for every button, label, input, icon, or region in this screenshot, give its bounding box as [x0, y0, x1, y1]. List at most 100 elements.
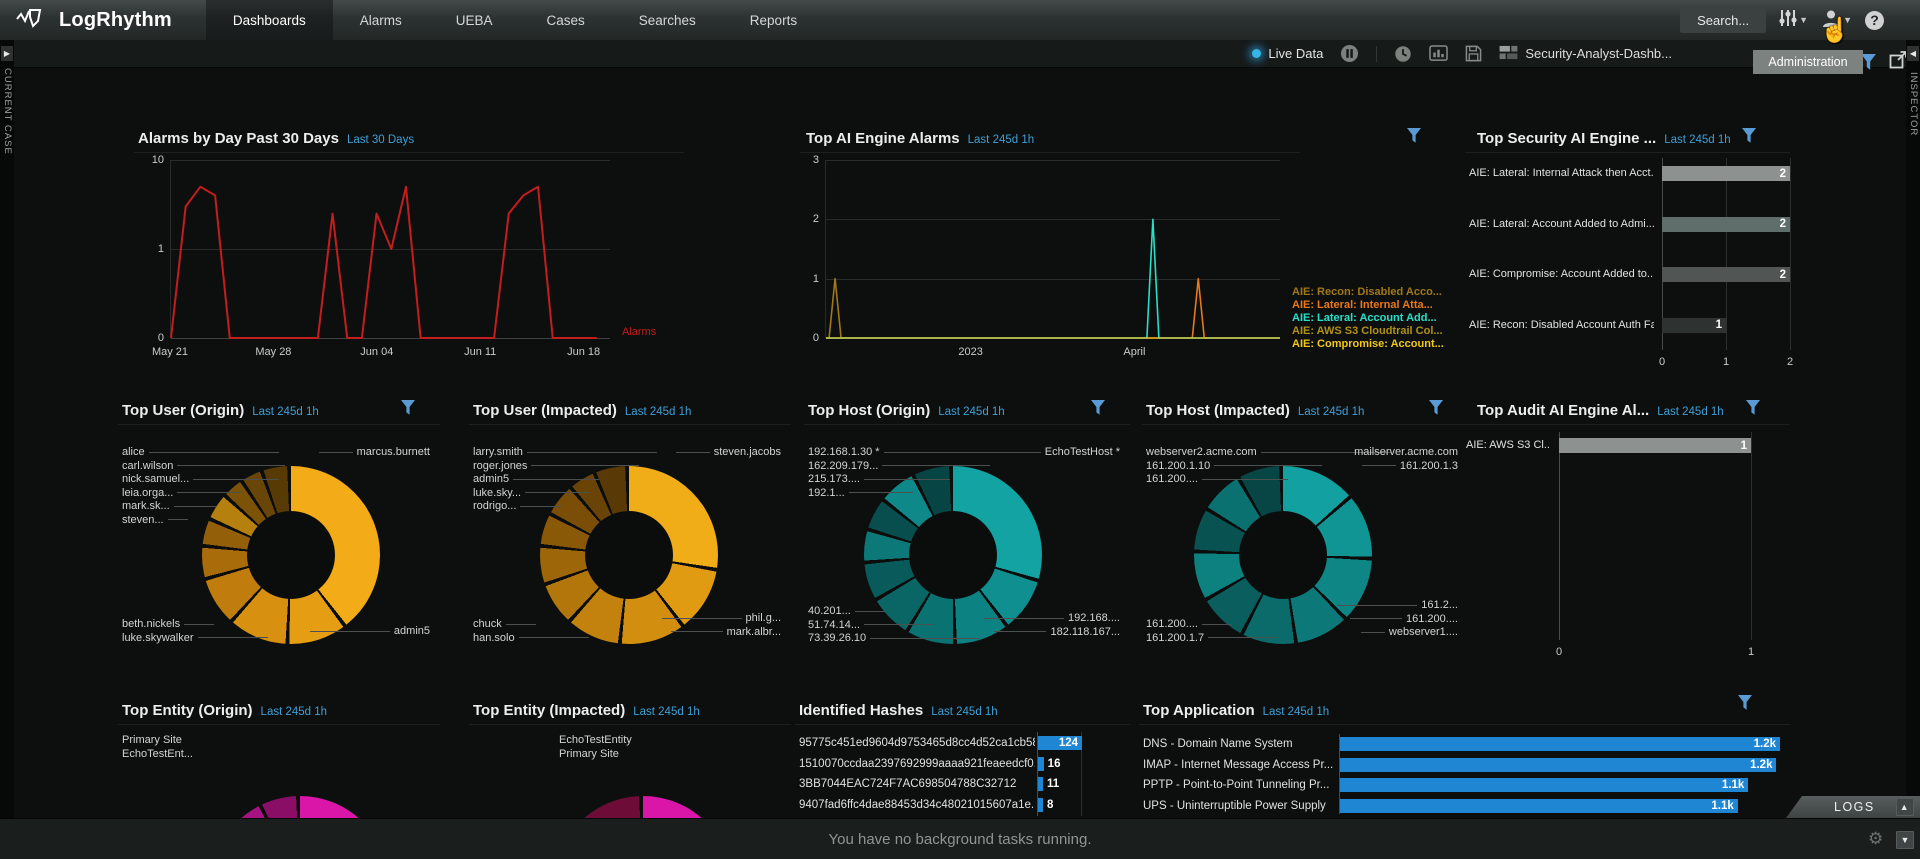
donut-label[interactable]: luke.skywalker	[122, 632, 272, 644]
legend-item[interactable]: AIE: Recon: Disabled Acco...	[1292, 286, 1442, 298]
donut-label[interactable]: 51.74.14...	[808, 619, 984, 631]
expand-right-icon[interactable]: ▶	[1, 46, 13, 61]
donut-chart[interactable]	[554, 796, 732, 818]
bar[interactable]: 8	[1038, 798, 1053, 813]
donut-label[interactable]: EchoTestEnt...	[122, 748, 201, 760]
donut-label[interactable]: mark.albr...	[667, 626, 781, 638]
filter-icon[interactable]	[1741, 127, 1757, 149]
dashboard-selector[interactable]: Security-Analyst-Dashb...	[1499, 45, 1672, 63]
panel-top-security-ai-engine[interactable]: Top Security AI Engine ... Last 245d 1h …	[1465, 118, 1793, 386]
collapse-logs-button[interactable]: ▼	[1896, 831, 1914, 849]
legend-item[interactable]: AIE: Lateral: Account Add...	[1292, 312, 1437, 324]
bar[interactable]: 16	[1038, 756, 1060, 771]
global-filter-icon[interactable]	[1860, 53, 1877, 76]
tab-dashboards[interactable]: Dashboards	[205, 0, 333, 40]
donut-label[interactable]: steven.jacobs	[672, 446, 781, 458]
filter-icon[interactable]	[1745, 399, 1761, 421]
ai-engine-line-chart[interactable]	[825, 160, 1280, 339]
panel-top-host-impacted[interactable]: Top Host (Impacted) Last 245d 1h webserver…	[1128, 390, 1468, 668]
donut-label[interactable]: 161.200....	[1146, 473, 1395, 485]
current-case-strip[interactable]: ▶ CURRENT CASE	[0, 40, 14, 818]
panel-identified-hashes[interactable]: Identified Hashes Last 245d 1h 95775c451…	[795, 690, 1130, 818]
bar[interactable]: 1.1k	[1340, 778, 1780, 792]
donut-label[interactable]: 182.118.167...	[990, 626, 1120, 638]
bar[interactable]: 1	[1559, 438, 1751, 453]
donut-label[interactable]: webserver1....	[1357, 626, 1458, 638]
donut-label[interactable]: 73.39.26.10	[808, 632, 984, 644]
panel-top-ai-engine-alarms[interactable]: Top AI Engine Alarms Last 245d 1h AIE: R…	[700, 118, 1460, 386]
tab-ueba[interactable]: UEBA	[455, 12, 493, 28]
donut-label[interactable]: steven...	[122, 514, 289, 526]
user-menu[interactable]: ▼	[1821, 8, 1852, 33]
donut-label[interactable]: Primary Site	[559, 748, 640, 760]
donut-label[interactable]: larry.smith	[473, 446, 661, 458]
add-widget-button[interactable]	[1429, 45, 1449, 62]
bar[interactable]: 11	[1038, 777, 1059, 792]
panel-top-user-impacted[interactable]: Top User (Impacted) Last 245d 1h larry.smi…	[455, 390, 791, 668]
bar[interactable]: 124	[1038, 736, 1082, 750]
tab-searches[interactable]: Searches	[638, 12, 696, 28]
pause-button[interactable]	[1340, 44, 1359, 63]
donut-chart[interactable]	[864, 466, 1042, 644]
panel-top-entity-origin[interactable]: Top Entity (Origin) Last 245d 1h Primary S…	[104, 690, 440, 818]
inspector-strip[interactable]: ◀ INSPECTOR	[1906, 40, 1920, 818]
bar[interactable]: 1	[1662, 317, 1790, 333]
live-data-indicator[interactable]: Live Data	[1252, 46, 1323, 61]
help-button[interactable]: ?	[1865, 10, 1884, 30]
donut-label[interactable]: leia.orga...	[122, 487, 289, 499]
legend-item[interactable]: AIE: Lateral: Internal Atta...	[1292, 299, 1433, 311]
donut-label[interactable]: 161.2...	[1333, 599, 1458, 611]
logrhythm-logo[interactable]: LogRhythm	[0, 0, 206, 40]
donut-label[interactable]: han.solo	[473, 632, 593, 644]
donut-label[interactable]: mark.sk...	[122, 500, 289, 512]
donut-label[interactable]: luke.sky...	[473, 487, 661, 499]
settings-menu[interactable]: ▼	[1779, 8, 1808, 33]
filter-icon[interactable]	[1428, 399, 1444, 421]
donut-label[interactable]: chuck	[473, 618, 593, 630]
bar[interactable]: 1.2k	[1340, 757, 1780, 772]
donut-label[interactable]: alice	[122, 446, 289, 458]
search-button[interactable]: Search...	[1680, 7, 1767, 33]
donut-label[interactable]: admin5	[306, 625, 430, 637]
filter-icon[interactable]	[400, 399, 416, 421]
donut-label[interactable]: roger.jones	[473, 460, 661, 472]
bar[interactable]: 1.1k	[1340, 798, 1780, 813]
panel-top-user-origin[interactable]: Top User (Origin) Last 245d 1h alice carl.w…	[104, 390, 440, 668]
expand-left-icon[interactable]: ◀	[1907, 46, 1919, 61]
donut-label[interactable]: 215.173....	[808, 473, 1018, 485]
donut-label[interactable]: 161.200....	[1146, 618, 1282, 630]
donut-label[interactable]: Primary Site	[122, 734, 201, 746]
donut-label[interactable]: carl.wilson	[122, 460, 289, 472]
logs-expand-button[interactable]: ▲	[1896, 798, 1914, 816]
filter-icon[interactable]	[1090, 399, 1106, 421]
panel-top-host-origin[interactable]: Top Host (Origin) Last 245d 1h 192.168.1.3…	[790, 390, 1130, 668]
legend-item[interactable]: AIE: Compromise: Account...	[1292, 338, 1444, 350]
panel-top-entity-impacted[interactable]: Top Entity (Impacted) Last 245d 1h EchoTes…	[455, 690, 791, 818]
donut-label[interactable]: rodrigo...	[473, 500, 661, 512]
donut-chart[interactable]	[202, 466, 380, 644]
donut-label[interactable]: EchoTestEntity	[559, 734, 640, 746]
donut-label[interactable]: phil.g...	[658, 612, 781, 624]
legend-item[interactable]: AIE: AWS S3 Cloudtrail Col...	[1292, 325, 1443, 337]
donut-chart[interactable]	[211, 796, 389, 818]
donut-chart[interactable]	[1194, 466, 1372, 644]
donut-label[interactable]: marcus.burnett	[315, 446, 430, 458]
alarms-line-chart[interactable]	[170, 160, 610, 339]
donut-label[interactable]: 161.200....	[1346, 613, 1458, 625]
donut-label[interactable]: admin5	[473, 473, 661, 485]
donut-label[interactable]: 161.200.1.3	[1358, 460, 1458, 472]
tab-alarms[interactable]: Alarms	[359, 12, 402, 28]
filter-icon[interactable]	[1737, 694, 1753, 716]
tab-cases[interactable]: Cases	[546, 12, 585, 28]
panel-top-audit-ai-engine[interactable]: Top Audit AI Engine Al... Last 245d 1h 0…	[1462, 390, 1790, 668]
donut-label[interactable]: 192.1...	[808, 487, 1018, 499]
donut-label[interactable]: 161.200.1.7	[1146, 632, 1282, 644]
time-range-button[interactable]	[1394, 45, 1412, 63]
donut-label[interactable]: 192.168....	[980, 612, 1120, 624]
panel-top-application[interactable]: Top Application Last 245d 1h DNS - Domai…	[1139, 690, 1790, 818]
filter-icon[interactable]	[1406, 127, 1422, 149]
panel-alarms-by-day[interactable]: Alarms by Day Past 30 Days Last 30 Days …	[104, 118, 684, 386]
bar[interactable]: 2	[1662, 166, 1790, 181]
alarms-legend[interactable]: Alarms	[622, 326, 657, 338]
bar[interactable]: 1.2k	[1340, 737, 1780, 751]
